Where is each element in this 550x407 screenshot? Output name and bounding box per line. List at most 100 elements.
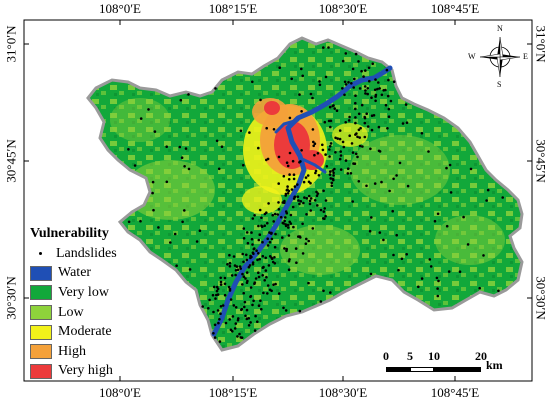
landslide-point — [267, 202, 270, 205]
landslide-point — [324, 153, 327, 156]
landslide-point — [328, 148, 331, 151]
bottom-tick-label: 108°45′E — [430, 385, 480, 400]
landslide-point — [283, 247, 286, 250]
landslide-point — [242, 227, 246, 230]
landslide-point — [241, 272, 244, 276]
landslide-point — [218, 318, 221, 321]
landslide-point — [462, 215, 465, 219]
landslide-point — [312, 140, 315, 144]
landslide-point — [360, 69, 363, 73]
landslide-point — [333, 107, 337, 110]
landslide-point — [273, 255, 276, 259]
landslide-point — [328, 155, 331, 158]
landslide-point — [405, 253, 409, 256]
landslide-point — [311, 227, 315, 230]
landslide-point — [257, 146, 260, 150]
landslide-point — [370, 128, 374, 132]
landslide-point — [295, 261, 298, 265]
landslide-point — [277, 292, 281, 295]
landslide-point — [207, 307, 210, 310]
landslide-point — [253, 329, 257, 332]
landslide-point — [300, 110, 303, 113]
landslide-point — [335, 109, 339, 112]
landslide-point — [366, 92, 370, 96]
landslide-point — [274, 282, 277, 286]
landslide-point — [289, 213, 293, 217]
landslide-point — [342, 145, 346, 149]
landslide-point — [234, 306, 238, 309]
landslide-point — [173, 232, 177, 236]
landslide-point — [445, 224, 449, 228]
landslide-point — [187, 167, 191, 171]
landslide-point — [257, 271, 260, 275]
landslide-point — [183, 165, 186, 168]
landslide-point — [371, 62, 375, 65]
landslide-point — [266, 221, 269, 225]
landslide-point — [364, 92, 367, 95]
landslide-point — [178, 145, 182, 149]
landslide-point — [343, 93, 346, 97]
landslide-point — [264, 256, 268, 260]
legend-label: Very high — [58, 363, 113, 379]
landslide-point — [272, 220, 276, 223]
landslide-point — [293, 185, 297, 188]
landslide-point — [271, 260, 275, 264]
landslide-point — [370, 96, 373, 99]
landslide-point — [341, 87, 344, 90]
landslide-point — [368, 229, 372, 233]
landslide-point — [265, 158, 268, 162]
landslide-point — [219, 312, 222, 316]
landslide-point — [401, 122, 405, 125]
legend-label: Low — [58, 304, 84, 320]
landslide-point — [220, 145, 224, 148]
landslide-point — [387, 78, 390, 82]
scale-bar: 0 5 10 20 km — [380, 349, 503, 379]
legend-label: Landslides — [56, 245, 117, 261]
landslide-point — [328, 145, 332, 148]
scale-label: 0 — [383, 349, 389, 363]
landslide-point — [322, 289, 325, 293]
landslide-point — [257, 238, 261, 242]
landslide-point — [286, 164, 290, 168]
landslide-point — [261, 240, 264, 244]
landslide-point — [357, 112, 361, 116]
landslide-point — [147, 108, 150, 111]
landslide-point — [260, 307, 263, 311]
left-tick-label: 30°45′N — [3, 139, 19, 183]
landslide-point — [386, 94, 390, 98]
landslide-point — [245, 253, 248, 257]
landslide-point — [268, 240, 272, 244]
landslide-point — [291, 159, 295, 163]
legend-item-moderate: Moderate — [30, 322, 160, 342]
landslide-point — [213, 336, 217, 339]
landslide-point — [346, 167, 350, 170]
landslide-point — [292, 225, 295, 229]
landslide-point — [217, 321, 220, 325]
landslide-point — [376, 87, 379, 91]
landslide-point — [354, 52, 358, 56]
right-tick-label: 30°30′N — [533, 276, 549, 320]
landslide-point — [352, 162, 355, 165]
legend-swatch — [30, 324, 52, 340]
landslide-point — [233, 327, 237, 330]
landslide-point — [245, 231, 249, 234]
landslide-point — [133, 164, 137, 167]
legend-swatch — [30, 305, 52, 321]
landslide-point — [287, 178, 291, 181]
landslide-point — [344, 121, 348, 124]
landslide-point — [344, 52, 348, 55]
landslide-point — [428, 258, 432, 261]
map-legend: Vulnerability Landslides Water Very low … — [30, 226, 160, 381]
landslide-point — [290, 188, 294, 191]
landslide-point — [369, 272, 373, 276]
landslide-point — [332, 104, 335, 107]
landslide-point — [250, 237, 254, 241]
landslide-point — [265, 126, 269, 130]
landslide-point — [215, 285, 219, 289]
landslide-point — [363, 121, 367, 125]
landslide-point — [323, 217, 326, 220]
right-tick-label: 31°0′N — [533, 25, 549, 63]
landslide-point — [341, 59, 345, 63]
landslide-point — [397, 268, 400, 272]
landslide-point — [231, 315, 235, 318]
